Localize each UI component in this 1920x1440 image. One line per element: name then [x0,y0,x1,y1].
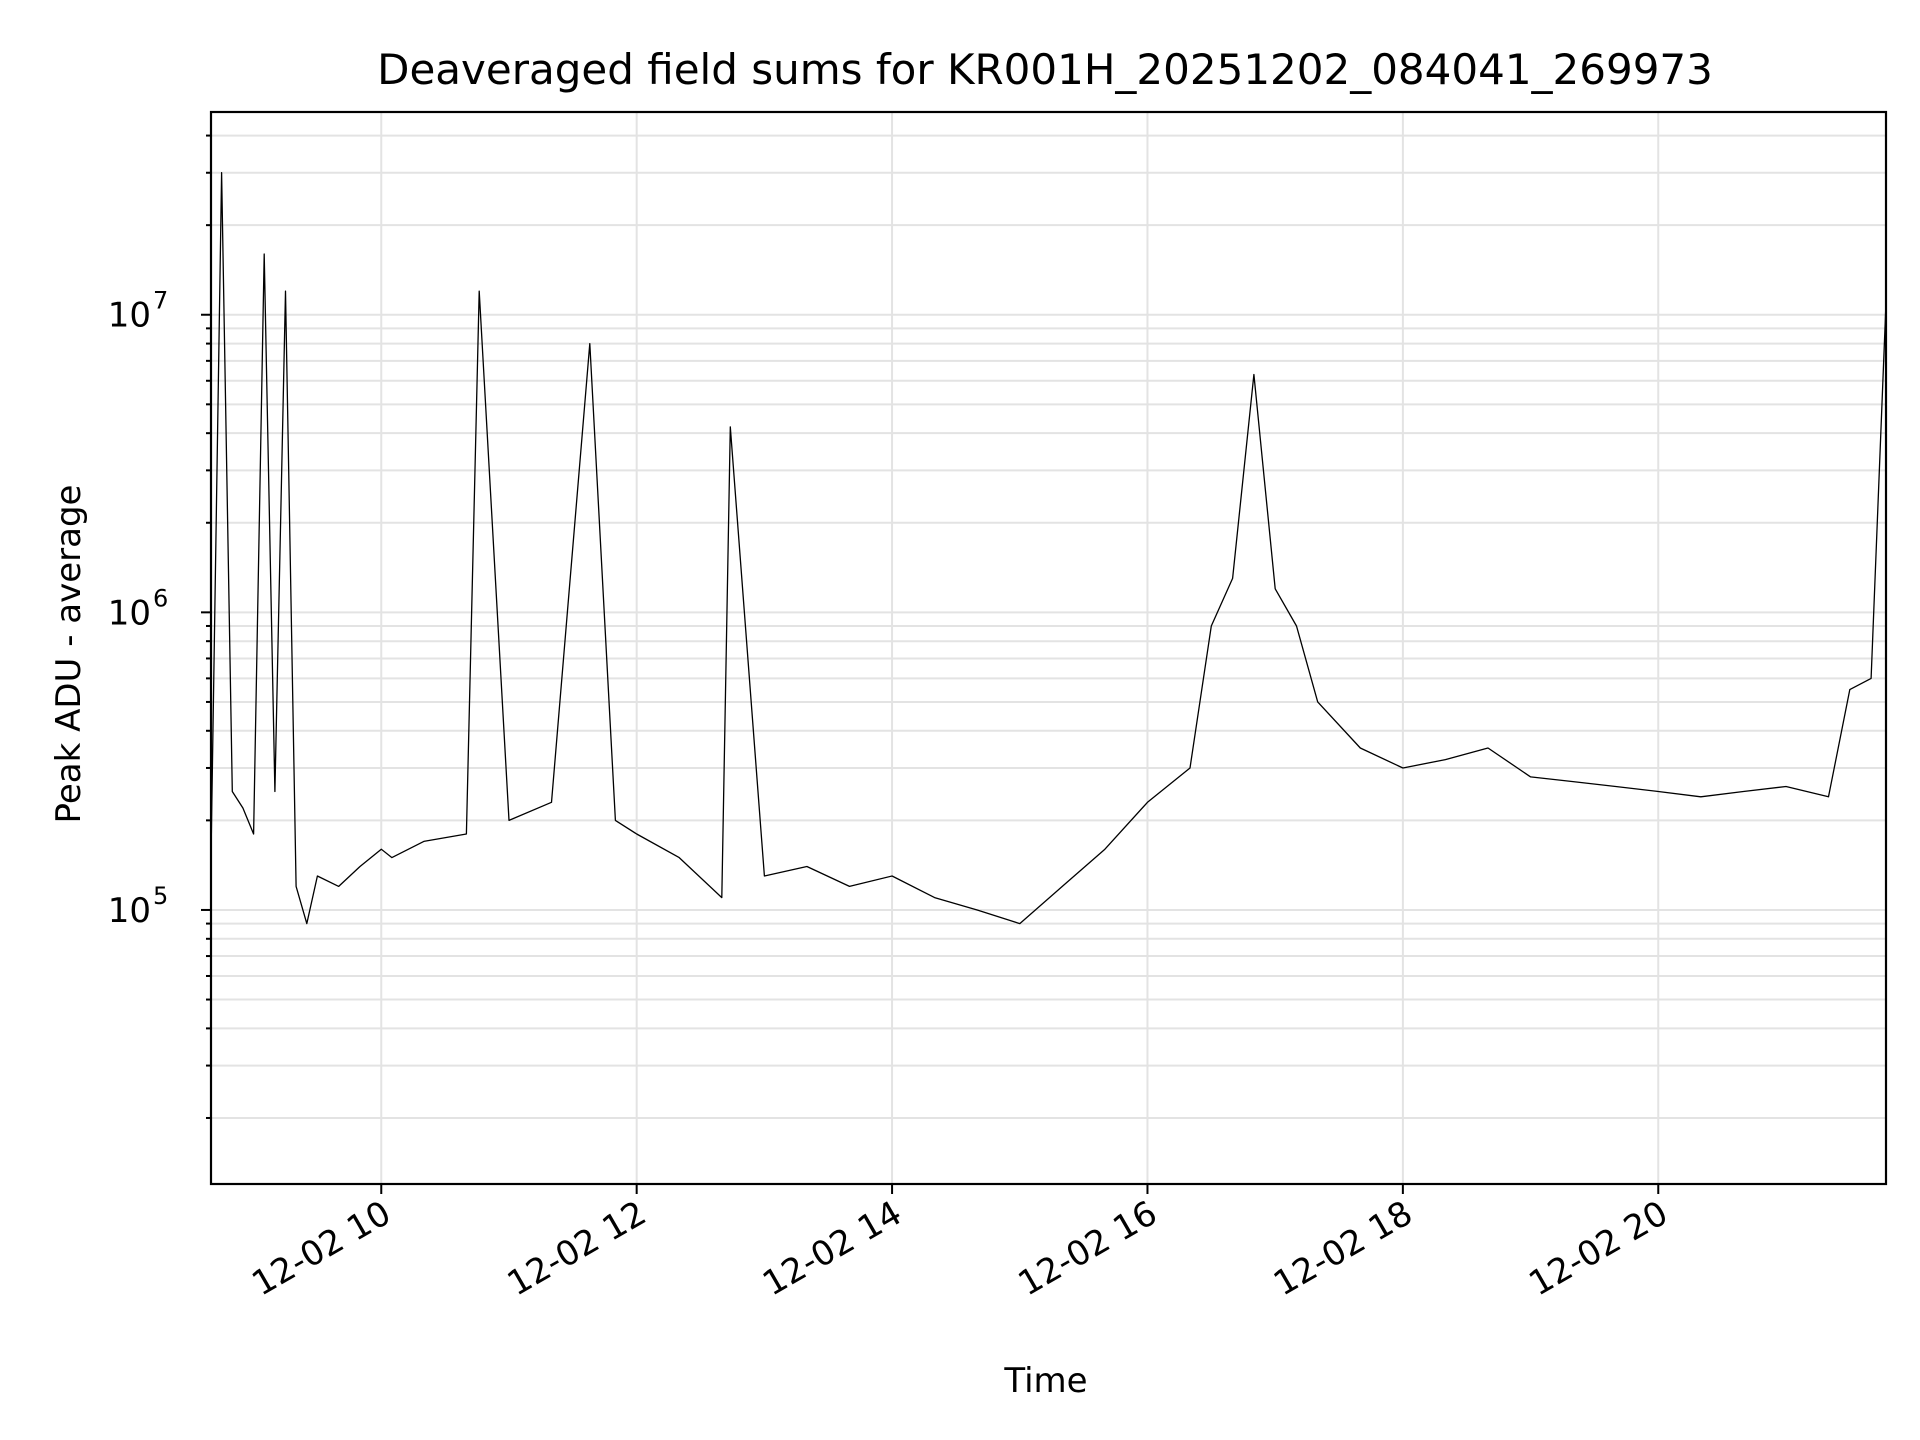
y-tick-exponent: 7 [153,287,168,315]
series-layer [210,172,1887,925]
x-tick-label: 12-02 12 [501,1193,653,1304]
y-tick-exponent: 6 [153,584,168,612]
chart-title: Deaveraged field sums for KR001H_2025120… [377,45,1713,94]
x-tick-label: 12-02 20 [1522,1193,1674,1304]
x-axis: 12-02 10 12-02 12 12-02 14 12-02 16 12-02 18… [245,1184,1675,1304]
x-tick-label: 12-02 14 [756,1193,908,1304]
y-axis-label: Peak ADU - average [49,485,89,824]
y-tick-base: 10 [108,593,151,633]
x-tick-label: 12-02 16 [1012,1193,1164,1304]
series-line [210,172,1887,925]
x-tick-label: 12-02 10 [245,1193,397,1304]
y-tick-exponent: 5 [153,882,168,910]
y-tick-label: 10 [108,296,151,336]
y-tick-label: 10 [108,891,151,931]
y-tick-label: 10 [108,593,151,633]
grid [211,112,1886,1184]
y-tick-base: 10 [108,296,151,336]
y-tick-base: 10 [108,891,151,931]
x-tick-label: 12-02 18 [1267,1193,1419,1304]
plot-frame [209,110,1888,1186]
x-axis-label: Time [1003,1361,1087,1401]
